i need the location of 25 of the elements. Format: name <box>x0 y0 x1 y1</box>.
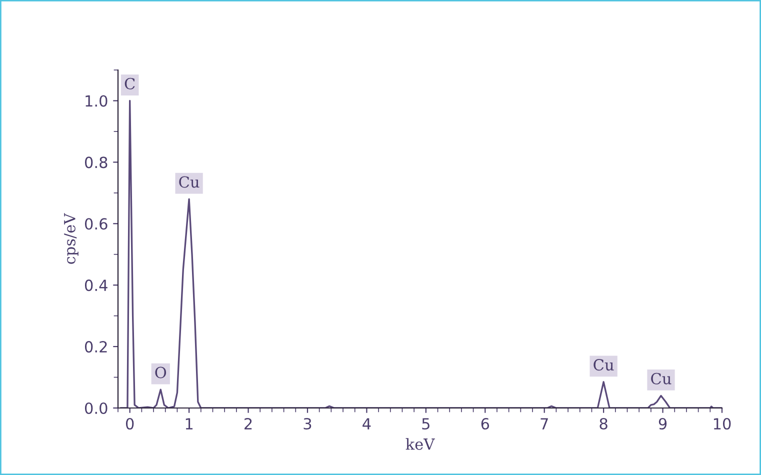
y-axis-title: cps/eV <box>64 213 78 264</box>
line-series <box>120 100 722 408</box>
x-tick-label: 4 <box>362 418 371 430</box>
x-tick-label: 10 <box>714 418 731 430</box>
x-axis-title: keV <box>406 438 435 450</box>
x-tick-label: 6 <box>481 418 490 430</box>
x-tick-label: 8 <box>600 418 608 430</box>
annotation: Cu <box>651 372 672 384</box>
annotation: Cu <box>594 359 614 371</box>
annotation: C <box>124 78 135 90</box>
x-tick-label: 2 <box>244 418 252 430</box>
y-tick-label: 0.6 <box>84 218 108 230</box>
x-tick-label: 7 <box>540 418 548 430</box>
x-tick-label: 0 <box>126 418 134 430</box>
y-tick-label: 0.8 <box>84 156 108 168</box>
y-tick-label: 1.0 <box>86 95 108 107</box>
x-tick-label: 5 <box>422 418 430 430</box>
annotation: O <box>155 366 166 378</box>
x-tick-label: 9 <box>658 418 667 430</box>
x-tick-label: 1 <box>186 418 193 430</box>
y-tick-label: 0.4 <box>84 280 108 292</box>
annotation: Cu <box>179 176 200 188</box>
x-tick-label: 3 <box>304 418 312 430</box>
y-tick-label: 0.0 <box>84 402 108 414</box>
y-tick-label: 0.2 <box>84 341 107 353</box>
